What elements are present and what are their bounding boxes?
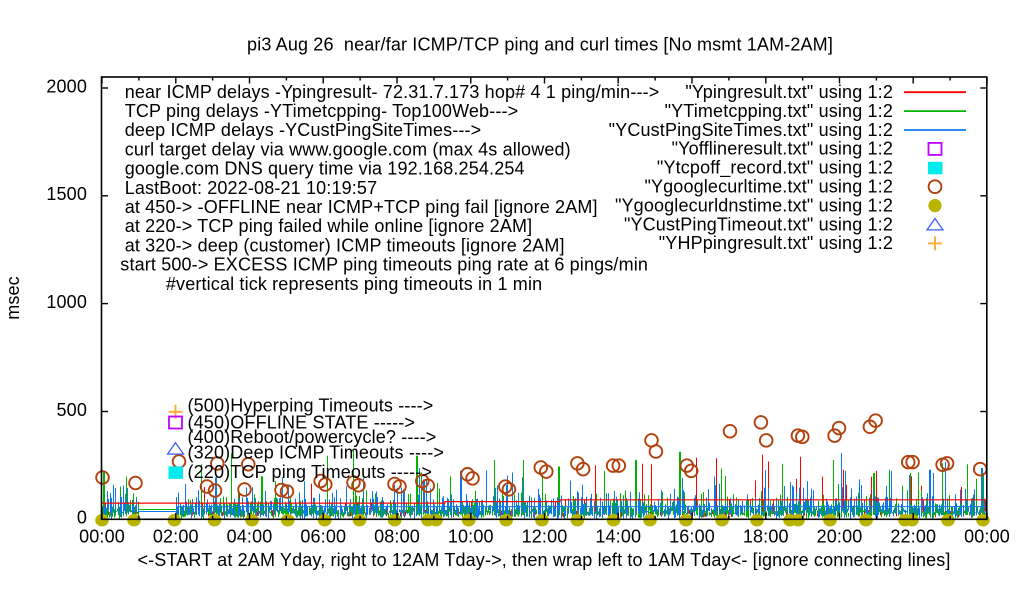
svg-text:pi3 Aug 26 near/far ICMP/TCP: pi3 Aug 26 near/far ICMP/TCP ping and cu… <box>247 35 833 55</box>
svg-text:00:00: 00:00 <box>79 526 125 546</box>
svg-text:near ICMP delays -Ypingresult-: near ICMP delays -Ypingresult- 72.31.7.1… <box>125 82 660 102</box>
svg-text:(320)Deep ICMP Timeouts ---->: (320)Deep ICMP Timeouts ----> <box>188 443 445 463</box>
svg-text:"Ypingresult.txt" using 1:2: "Ypingresult.txt" using 1:2 <box>685 82 893 102</box>
svg-text:start 500-> EXCESS ICMP ping t: start 500-> EXCESS ICMP ping timeouts pi… <box>120 255 648 275</box>
svg-text:LastBoot: 2022-08-21 10:19:57: LastBoot: 2022-08-21 10:19:57 <box>125 178 378 198</box>
svg-text:2000: 2000 <box>46 76 87 96</box>
svg-text:msec: msec <box>3 276 23 320</box>
svg-text:1500: 1500 <box>46 184 87 204</box>
svg-text:"Ygooglecurldnstime.txt" using: "Ygooglecurldnstime.txt" using 1:2 <box>615 195 893 215</box>
svg-text:"YCustPingTimeout.txt" using 1: "YCustPingTimeout.txt" using 1:2 <box>624 214 893 234</box>
svg-text:"YTimetcpping.txt" using 1:2: "YTimetcpping.txt" using 1:2 <box>665 101 893 121</box>
svg-text:16:00: 16:00 <box>669 526 715 546</box>
svg-text:20:00: 20:00 <box>817 526 863 546</box>
svg-text:"Yofflineresult.txt" using 1:2: "Yofflineresult.txt" using 1:2 <box>672 139 893 159</box>
svg-text:(400)Reboot/powercycle? ---->: (400)Reboot/powercycle? ----> <box>188 427 437 447</box>
svg-text:deep ICMP delays -YCustPingSit: deep ICMP delays -YCustPingSiteTimes---> <box>125 120 482 140</box>
svg-text:at 450-> -OFFLINE near ICMP+TC: at 450-> -OFFLINE near ICMP+TCP ping fai… <box>125 197 598 217</box>
svg-text:<-START at 2AM Yday, right to: <-START at 2AM Yday, right to 12AM Tday-… <box>137 550 950 570</box>
svg-text:02:00: 02:00 <box>153 526 199 546</box>
svg-text:04:00: 04:00 <box>227 526 273 546</box>
svg-text:12:00: 12:00 <box>522 526 568 546</box>
svg-text:(450)OFFLINE STATE ----->: (450)OFFLINE STATE -----> <box>188 412 416 432</box>
svg-text:at 320-> deep (customer) ICMP: at 320-> deep (customer) ICMP timeouts [… <box>125 235 565 255</box>
svg-text:0: 0 <box>77 507 87 527</box>
svg-text:06:00: 06:00 <box>300 526 346 546</box>
svg-text:curl target delay via www.goog: curl target delay via www.google.com (ma… <box>125 139 571 159</box>
svg-text:"YCustPingSiteTimes.txt" using: "YCustPingSiteTimes.txt" using 1:2 <box>609 120 893 140</box>
svg-text:(220)TCP ping Timeouts ----->: (220)TCP ping Timeouts -----> <box>188 462 433 482</box>
svg-text:"Ytcpoff_record.txt" using 1:2: "Ytcpoff_record.txt" using 1:2 <box>657 158 893 179</box>
svg-text:TCP ping delays -YTimetcpping-: TCP ping delays -YTimetcpping- Top100Web… <box>125 101 519 121</box>
svg-text:1000: 1000 <box>46 292 87 312</box>
svg-text:#vertical tick represents ping: #vertical tick represents ping timeouts … <box>166 274 542 294</box>
svg-text:22:00: 22:00 <box>890 526 936 546</box>
svg-text:"Ygooglecurltime.txt" using 1:: "Ygooglecurltime.txt" using 1:2 <box>644 177 893 197</box>
svg-text:10:00: 10:00 <box>448 526 494 546</box>
svg-text:14:00: 14:00 <box>595 526 641 546</box>
svg-text:08:00: 08:00 <box>374 526 420 546</box>
svg-text:"YHPpingresult.txt" using 1:2: "YHPpingresult.txt" using 1:2 <box>659 233 893 253</box>
svg-text:500: 500 <box>57 400 87 420</box>
svg-text:00:00: 00:00 <box>964 526 1010 546</box>
svg-text:google.com DNS query time via: google.com DNS query time via 192.168.25… <box>125 159 525 179</box>
svg-text:(500)Hyperping Timeouts ---->: (500)Hyperping Timeouts ----> <box>188 396 434 416</box>
svg-text:at 220-> TCP ping failed while: at 220-> TCP ping failed while online [i… <box>125 216 533 236</box>
svg-text:18:00: 18:00 <box>743 526 789 546</box>
